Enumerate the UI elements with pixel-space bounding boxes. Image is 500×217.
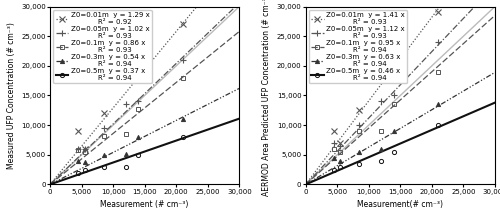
Legend: Z0=0.01m  y = 1.41 x
            R² = 0.93, Z0=0.05m  y = 1.12 x
            R² : Z0=0.01m y = 1.41 x R² = 0.93, Z0=0.05m … [309,10,408,83]
Y-axis label: Measured UFP Concentration (# cm⁻³): Measured UFP Concentration (# cm⁻³) [6,22,16,169]
Text: (a): (a) [56,12,74,22]
X-axis label: Measurement(# cm⁻³): Measurement(# cm⁻³) [358,200,444,209]
X-axis label: Measurement (# cm⁻³): Measurement (# cm⁻³) [100,200,189,209]
Y-axis label: AERMOD Area Predicted UFP Concentration (# cm⁻³): AERMOD Area Predicted UFP Concentration … [262,0,271,196]
Text: (b): (b) [312,12,330,22]
Legend: Z0=0.01m  y = 1.29 x
            R² = 0.92, Z0=0.05m  y = 1.02 x
            R² : Z0=0.01m y = 1.29 x R² = 0.92, Z0=0.05m … [54,10,152,83]
